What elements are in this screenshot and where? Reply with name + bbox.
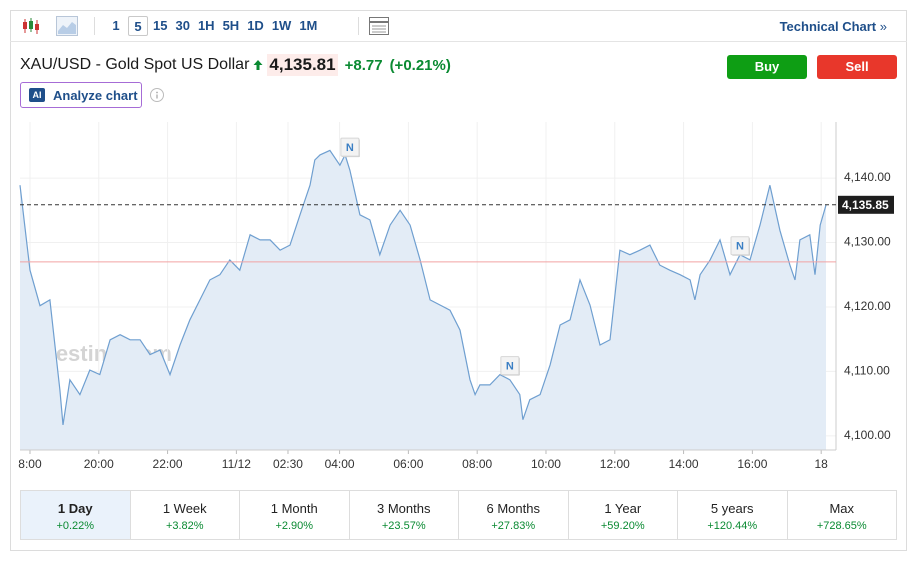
period-tab[interactable]: 1 Year +59.20% <box>567 491 678 539</box>
interval-group: 1 5 15 30 1H 5H 1D 1W 1M <box>106 16 320 36</box>
period-change: +27.83% <box>491 520 536 532</box>
interval-button[interactable]: 1D <box>247 18 264 33</box>
analyze-label[interactable]: Analyze chart <box>53 87 138 103</box>
period-change: +2.90% <box>275 520 314 532</box>
news-marker[interactable]: N <box>730 236 750 256</box>
x-tick-label: 04:00 <box>325 457 355 471</box>
period-tabs: 1 Day +0.22% 1 Week +3.82% 1 Month +2.90% 3 Mo… <box>20 490 897 540</box>
news-marker-box <box>730 236 750 256</box>
y-tick-label: 4,120.00 <box>844 299 891 313</box>
news-marker-label: N <box>506 360 514 372</box>
period-change: +120.44% <box>707 520 758 532</box>
x-tick-label: 08:00 <box>462 457 492 471</box>
x-tick-label: 10:00 <box>531 457 561 471</box>
x-tick-label: 22:00 <box>153 457 183 471</box>
period-tab[interactable]: 1 Month +2.90% <box>239 491 349 539</box>
interval-button[interactable]: 1M <box>299 18 318 33</box>
period-tab[interactable]: 1 Week +3.82% <box>129 491 240 539</box>
ai-badge: AI <box>29 88 45 102</box>
widget-frame <box>10 10 907 551</box>
last-price: 4,135.81 <box>267 54 338 76</box>
table-icon[interactable] <box>368 16 390 36</box>
area-icon[interactable] <box>56 16 78 36</box>
news-marker[interactable]: N <box>500 356 520 376</box>
x-tick-label: 8:00 <box>18 457 42 471</box>
x-tick-label: 18 <box>815 457 829 471</box>
separator <box>94 17 95 35</box>
news-marker-box <box>500 356 520 376</box>
period-change: +0.22% <box>56 520 95 532</box>
price-change-percent: (+0.21%) <box>389 56 451 74</box>
interval-button[interactable]: 5 <box>128 16 148 36</box>
period-name[interactable]: 1 Year <box>604 501 642 516</box>
quote-header: XAU/USD - Gold Spot US Dollar 4,135.81 +… <box>20 54 451 76</box>
period-tab[interactable]: 3 Months +23.57% <box>348 491 459 539</box>
interval-button[interactable]: 1 <box>112 18 120 33</box>
instrument-name: XAU/USD - Gold Spot US Dollar <box>20 56 250 73</box>
period-name[interactable]: 1 Week <box>162 501 207 516</box>
x-tick-label: 11/12 <box>222 457 251 471</box>
period-name[interactable]: 6 Months <box>486 501 540 516</box>
period-change: +23.57% <box>381 520 426 532</box>
news-marker-label: N <box>736 241 744 253</box>
interval-button[interactable]: 15 <box>153 18 168 33</box>
period-name[interactable]: Max <box>829 501 855 516</box>
last-price-box <box>838 195 894 214</box>
price-line <box>19 149 827 425</box>
period-tab[interactable]: Max +728.65% <box>786 491 897 539</box>
period-name[interactable]: 5 years <box>710 501 754 516</box>
period-name[interactable]: 1 Day <box>57 501 93 516</box>
interval-button[interactable]: 30 <box>175 18 190 33</box>
separator <box>358 17 359 35</box>
link-text[interactable]: Technical Chart <box>779 19 877 34</box>
x-tick-label: 12:00 <box>600 457 630 471</box>
x-tick-label: 06:00 <box>393 457 423 471</box>
price-chart: Investing.com 4,100.004,110.004,120.004,… <box>18 122 894 471</box>
candlestick-icon[interactable] <box>20 16 42 36</box>
toolbar: 1 5 15 30 1H 5H 1D 1W 1M Technical Chart » <box>10 10 907 42</box>
period-change: +3.82% <box>165 520 204 532</box>
news-marker[interactable]: N <box>340 137 360 158</box>
period-name[interactable]: 1 Month <box>270 501 318 516</box>
interval-button[interactable]: 1H <box>197 18 215 33</box>
y-tick-label: 4,100.00 <box>844 428 891 442</box>
period-tab[interactable]: 5 years +120.44% <box>677 491 787 539</box>
price-area <box>20 150 826 450</box>
buy-button[interactable]: Buy <box>727 55 807 79</box>
x-tick-label: 02:30 <box>273 457 303 471</box>
info-icon[interactable] <box>150 88 164 102</box>
period-tab[interactable]: 6 Months +27.83% <box>458 491 568 539</box>
y-tick-label: 4,140.00 <box>844 170 891 184</box>
x-tick-label: 16:00 <box>737 457 767 471</box>
sell-button[interactable]: Sell <box>817 55 897 79</box>
up-arrow <box>253 60 263 70</box>
period-change: +59.20% <box>600 520 645 532</box>
price-change: +8.77 <box>344 56 383 74</box>
technical-chart-link[interactable]: Technical Chart » <box>780 19 887 34</box>
period-tab[interactable]: 1 Day +0.22% <box>21 491 130 539</box>
news-marker-label: N <box>346 142 354 154</box>
last-price-label: 4,135.85 <box>842 198 889 212</box>
x-tick-label: 14:00 <box>669 457 699 471</box>
x-tick-label: 20:00 <box>84 457 114 471</box>
period-change: +728.65% <box>816 520 867 532</box>
chevron: » <box>879 19 887 34</box>
interval-button[interactable]: 1W <box>271 18 292 33</box>
y-tick-label: 4,110.00 <box>844 364 890 378</box>
y-tick-label: 4,130.00 <box>844 235 891 249</box>
analyze-chart-button[interactable]: AI Analyze chart <box>20 82 142 108</box>
interval-button[interactable]: 5H <box>222 18 240 33</box>
period-name[interactable]: 3 Months <box>377 501 431 516</box>
news-marker-box <box>340 137 360 157</box>
